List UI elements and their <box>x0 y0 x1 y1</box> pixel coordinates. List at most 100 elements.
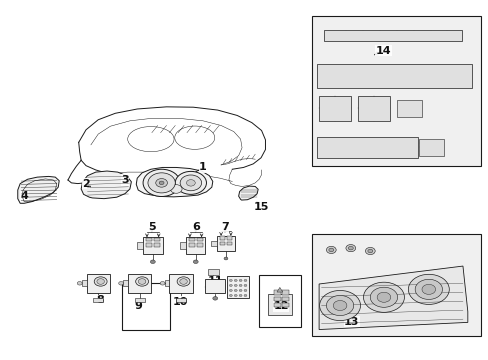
Bar <box>143 237 162 254</box>
Circle shape <box>363 282 404 312</box>
Polygon shape <box>238 186 258 200</box>
Circle shape <box>193 260 198 264</box>
Bar <box>311 16 481 166</box>
Bar <box>164 280 169 286</box>
Bar <box>180 242 185 249</box>
Bar <box>154 238 159 242</box>
Bar <box>86 274 110 293</box>
Bar <box>204 279 224 293</box>
Circle shape <box>332 301 346 311</box>
Bar <box>123 280 128 286</box>
Circle shape <box>170 185 182 193</box>
Circle shape <box>369 287 397 307</box>
Text: 3: 3 <box>121 175 128 185</box>
Circle shape <box>234 279 237 282</box>
Bar <box>220 236 225 240</box>
Circle shape <box>239 284 242 287</box>
Bar <box>211 241 216 246</box>
Circle shape <box>156 179 167 187</box>
Circle shape <box>234 294 237 297</box>
Bar <box>316 64 471 88</box>
Ellipse shape <box>97 279 104 284</box>
Circle shape <box>347 246 352 250</box>
Bar <box>324 30 461 41</box>
Text: 4: 4 <box>20 191 28 201</box>
Circle shape <box>175 171 206 194</box>
Text: 7: 7 <box>221 222 228 231</box>
Bar <box>216 236 235 251</box>
Bar <box>418 139 443 156</box>
Bar <box>273 303 280 307</box>
Ellipse shape <box>138 279 145 284</box>
Circle shape <box>407 274 448 305</box>
Polygon shape <box>81 171 131 199</box>
Circle shape <box>119 282 123 285</box>
Circle shape <box>319 291 360 320</box>
Text: 11: 11 <box>207 276 223 286</box>
Text: 6: 6 <box>191 222 199 231</box>
Circle shape <box>143 169 180 197</box>
Bar <box>81 280 86 286</box>
Circle shape <box>234 284 237 287</box>
Circle shape <box>148 173 175 193</box>
Text: 13: 13 <box>344 317 359 327</box>
Bar <box>146 243 152 247</box>
Circle shape <box>239 289 242 292</box>
Bar <box>128 274 151 293</box>
Text: 1: 1 <box>199 162 206 172</box>
Ellipse shape <box>177 277 190 286</box>
Circle shape <box>244 279 246 282</box>
Bar <box>282 303 288 307</box>
Bar <box>176 298 185 302</box>
Circle shape <box>326 246 335 253</box>
Ellipse shape <box>180 279 187 284</box>
Bar <box>93 298 103 302</box>
Circle shape <box>229 289 232 292</box>
Text: 8: 8 <box>97 295 104 305</box>
Circle shape <box>212 297 217 300</box>
Bar <box>273 290 280 294</box>
Polygon shape <box>319 266 467 329</box>
Bar <box>188 243 194 247</box>
Circle shape <box>367 249 372 253</box>
Ellipse shape <box>135 277 148 286</box>
Bar <box>267 294 291 315</box>
Text: 9: 9 <box>134 301 142 311</box>
Circle shape <box>234 289 237 292</box>
Bar <box>273 297 280 301</box>
Bar <box>169 274 192 293</box>
Bar <box>196 243 202 247</box>
Bar <box>227 242 232 245</box>
Text: 15: 15 <box>253 202 269 212</box>
Bar <box>207 269 218 275</box>
Circle shape <box>224 257 227 260</box>
Text: 14: 14 <box>375 46 390 56</box>
Circle shape <box>186 180 195 186</box>
Bar <box>227 276 249 298</box>
Bar <box>259 275 300 327</box>
Bar <box>282 290 288 294</box>
Bar <box>282 297 288 301</box>
Bar <box>227 236 232 240</box>
Circle shape <box>180 175 201 191</box>
Circle shape <box>345 244 355 252</box>
Bar <box>185 237 205 254</box>
Text: 10: 10 <box>172 297 187 307</box>
Circle shape <box>229 294 232 297</box>
Text: 2: 2 <box>82 179 90 189</box>
Circle shape <box>160 282 164 285</box>
Circle shape <box>326 296 353 316</box>
Circle shape <box>150 260 155 264</box>
Bar <box>135 298 144 302</box>
Bar <box>122 283 170 330</box>
Circle shape <box>239 279 242 282</box>
Bar <box>137 242 143 249</box>
Circle shape <box>328 248 333 252</box>
Polygon shape <box>18 176 59 203</box>
Text: 12: 12 <box>273 301 288 311</box>
Bar <box>188 238 194 242</box>
Circle shape <box>244 284 246 287</box>
Circle shape <box>239 294 242 297</box>
Bar <box>319 96 350 121</box>
Circle shape <box>77 282 82 285</box>
